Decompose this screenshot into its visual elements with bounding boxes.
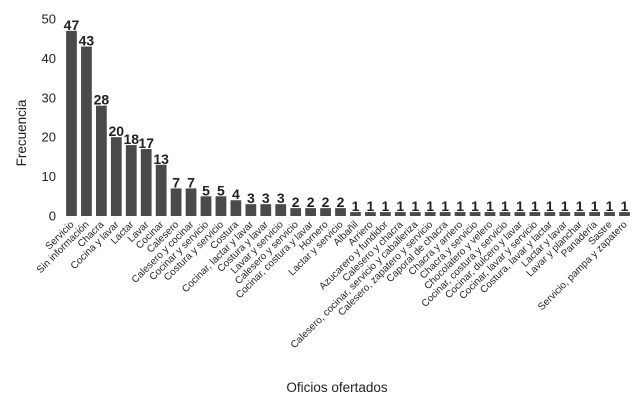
y-axis: 0 10 20 30 40 50 xyxy=(42,12,56,224)
bar xyxy=(619,212,630,216)
bar xyxy=(484,212,496,216)
bar xyxy=(155,164,167,216)
bar xyxy=(409,212,421,216)
bar-value-label: 1 xyxy=(352,198,360,214)
bars-group xyxy=(66,30,630,216)
bar xyxy=(66,30,77,216)
bar-value-label: 3 xyxy=(247,190,255,206)
bar-value-label: 18 xyxy=(123,131,139,147)
bar xyxy=(394,212,406,216)
bar xyxy=(230,200,242,216)
bar-value-label: 20 xyxy=(109,123,125,139)
bar xyxy=(290,208,302,216)
bar-value-label: 1 xyxy=(501,198,509,214)
bar xyxy=(140,149,152,216)
bar-value-label: 1 xyxy=(426,198,434,214)
bar xyxy=(379,212,391,216)
bar xyxy=(559,212,571,216)
y-tick-label: 40 xyxy=(42,51,56,66)
bar-value-label: 1 xyxy=(441,198,449,214)
bar-value-label: 2 xyxy=(337,194,345,210)
bar xyxy=(305,208,317,216)
bar-value-label: 1 xyxy=(576,198,584,214)
bar xyxy=(574,212,586,216)
bar-value-label: 5 xyxy=(217,182,225,198)
bar xyxy=(350,212,361,216)
bar-value-label: 3 xyxy=(262,190,270,206)
y-tick-label: 10 xyxy=(42,169,56,184)
bar-value-label: 1 xyxy=(546,198,554,214)
bar xyxy=(95,105,107,216)
bar-value-label: 1 xyxy=(367,198,375,214)
bar xyxy=(424,212,436,216)
bar-value-label: 1 xyxy=(516,198,524,214)
bar-value-label: 1 xyxy=(606,198,614,214)
bar xyxy=(185,188,197,216)
bar xyxy=(245,204,257,216)
bar xyxy=(335,208,346,216)
bar-value-label: 5 xyxy=(202,182,210,198)
bar-value-label: 28 xyxy=(94,92,110,108)
bar xyxy=(499,212,511,216)
bar xyxy=(320,208,331,216)
bar-value-label: 7 xyxy=(172,174,180,190)
bar xyxy=(110,137,122,216)
bar-value-label: 2 xyxy=(322,194,330,210)
bar xyxy=(469,212,481,216)
bar-value-label: 3 xyxy=(277,190,285,206)
bar xyxy=(215,196,227,216)
bar xyxy=(260,204,272,216)
bar xyxy=(200,196,212,216)
bar-value-label: 2 xyxy=(307,194,315,210)
y-tick-label: 0 xyxy=(49,209,56,224)
bar-value-label: 47 xyxy=(64,17,80,33)
bar-value-label: 4 xyxy=(232,186,240,202)
y-tick-label: 30 xyxy=(42,90,56,105)
bar-value-label: 13 xyxy=(153,151,169,167)
bar xyxy=(275,204,287,216)
bar-value-label: 1 xyxy=(486,198,494,214)
bar-value-label: 1 xyxy=(561,198,569,214)
bar xyxy=(125,145,137,216)
bar-value-label: 1 xyxy=(381,198,389,214)
bar-value-label: 1 xyxy=(396,198,404,214)
bar-value-label: 1 xyxy=(411,198,419,214)
bar-value-label: 17 xyxy=(138,135,154,151)
bar xyxy=(454,212,466,216)
bar-value-label: 1 xyxy=(531,198,539,214)
bar-value-label: 1 xyxy=(456,198,464,214)
bar xyxy=(529,212,541,216)
bar-value-label: 43 xyxy=(79,33,95,49)
bar xyxy=(604,212,615,216)
bar xyxy=(514,212,526,216)
bar xyxy=(81,46,92,216)
y-tick-label: 20 xyxy=(42,130,56,145)
bar-value-label: 1 xyxy=(621,198,629,214)
bar-value-label: 1 xyxy=(471,198,479,214)
bar xyxy=(544,212,556,216)
bar xyxy=(365,212,376,216)
bar-value-label: 2 xyxy=(292,194,300,210)
x-axis-title: Oficios ofertados xyxy=(286,380,388,395)
y-axis-title: Frecuencia xyxy=(14,99,29,166)
bar xyxy=(439,212,451,216)
bar-value-label: 1 xyxy=(591,198,599,214)
bar-value-label: 7 xyxy=(187,174,195,190)
y-tick-label: 50 xyxy=(42,12,56,27)
bar xyxy=(170,188,182,216)
bar xyxy=(589,212,601,216)
